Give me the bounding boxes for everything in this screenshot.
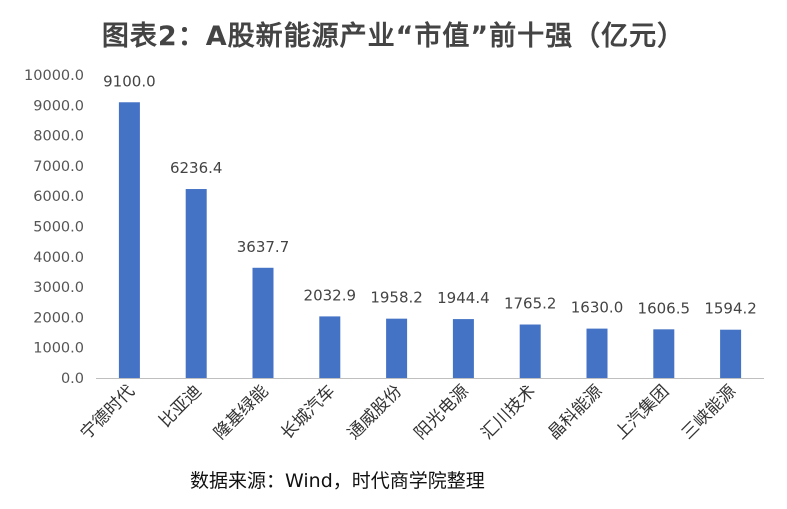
category-label: 比亚迪 — [156, 381, 206, 431]
bar — [519, 324, 541, 378]
category-label: 三峡能源 — [678, 381, 740, 443]
y-tick-label: 0.0 — [61, 371, 84, 387]
category-labels: 宁德时代 比亚迪 隆基绿能 长城汽车 通威股份 阳光电源 汇川技术 晶科能源 上汽集团 三峡能源 — [77, 381, 740, 443]
data-label: 1594.2 — [704, 300, 757, 318]
category-label: 阳光电源 — [411, 381, 473, 443]
y-tick-label: 3000.0 — [33, 280, 84, 296]
bar — [653, 329, 675, 378]
category-label: 隆基绿能 — [210, 381, 272, 443]
data-label: 1630.0 — [571, 299, 624, 317]
category-label: 汇川技术 — [478, 381, 540, 443]
data-label: 3637.7 — [237, 238, 290, 256]
y-tick-label: 4000.0 — [33, 250, 84, 266]
source-note: 数据来源：Wind，时代商学院整理 — [190, 470, 485, 492]
bar — [586, 328, 608, 378]
bar — [319, 316, 341, 378]
bar — [386, 318, 408, 378]
y-tick-label: 9000.0 — [33, 98, 84, 114]
data-label: 6236.4 — [170, 159, 223, 177]
data-labels: 9100.0 6236.4 3637.7 2032.9 1958.2 1944.4 1765… — [103, 72, 757, 317]
y-tick-label: 6000.0 — [33, 189, 84, 205]
data-label: 1765.2 — [504, 295, 557, 313]
data-label: 2032.9 — [304, 286, 357, 304]
bar — [185, 189, 207, 378]
data-label: 1606.5 — [638, 299, 691, 317]
y-tick-label: 1000.0 — [33, 341, 84, 357]
bar — [252, 267, 274, 378]
y-tick-label: 2000.0 — [33, 310, 84, 326]
data-label: 1958.2 — [370, 289, 423, 307]
category-label: 通威股份 — [344, 381, 406, 443]
category-label: 上汽集团 — [611, 381, 673, 443]
y-tick-label: 8000.0 — [33, 129, 84, 145]
bar — [118, 102, 140, 379]
category-label: 宁德时代 — [77, 381, 139, 443]
y-tick-label: 5000.0 — [33, 220, 84, 236]
bar — [452, 319, 474, 378]
bar — [720, 329, 742, 378]
bars — [118, 102, 742, 379]
data-label: 1944.4 — [437, 289, 490, 307]
y-tick-label: 7000.0 — [33, 159, 84, 175]
y-axis-ticks: 0.0 1000.0 2000.0 3000.0 4000.0 5000.0 6000.0 7… — [24, 68, 84, 387]
chart-title: 图表2：A股新能源产业“市值”前十强（亿元） — [101, 21, 686, 52]
y-tick-label: 10000.0 — [24, 68, 84, 84]
category-label: 长城汽车 — [277, 381, 339, 443]
data-label: 9100.0 — [103, 72, 156, 90]
category-label: 晶科能源 — [544, 381, 606, 443]
